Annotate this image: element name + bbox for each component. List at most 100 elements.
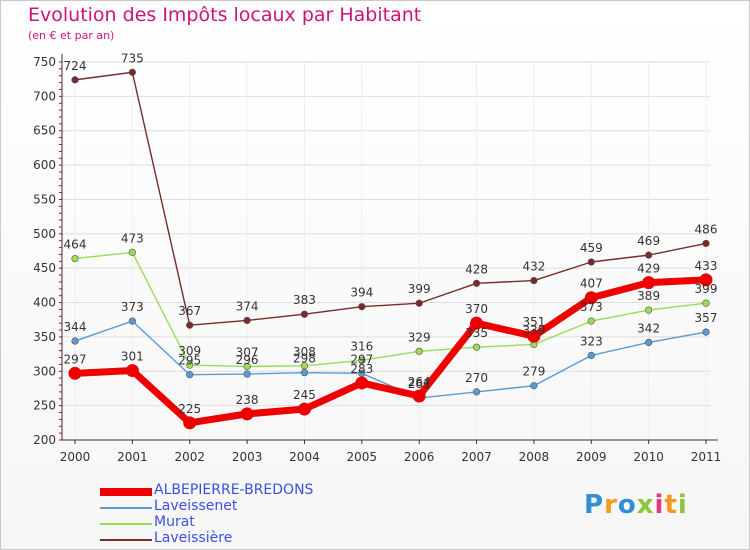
data-label: 225 xyxy=(178,402,201,416)
data-label: 735 xyxy=(121,51,144,65)
data-label: 308 xyxy=(293,345,316,359)
data-point xyxy=(645,338,653,347)
x-tick-label: 2000 xyxy=(60,450,91,464)
data-label: 394 xyxy=(350,286,373,300)
logo-letter: P xyxy=(584,490,605,520)
data-label: 339 xyxy=(522,323,545,337)
data-label: 296 xyxy=(236,353,259,367)
data-point xyxy=(183,416,197,430)
data-point xyxy=(702,239,710,248)
data-label: 279 xyxy=(522,365,545,379)
y-tick-label: 250 xyxy=(33,399,56,413)
x-tick-label: 2009 xyxy=(576,450,607,464)
data-label: 464 xyxy=(64,238,87,252)
data-point xyxy=(128,68,136,76)
data-point xyxy=(472,279,481,287)
series-line xyxy=(74,320,707,399)
data-point xyxy=(702,299,710,307)
logo-letter: o xyxy=(617,490,637,520)
x-tick-label: 2008 xyxy=(519,450,550,464)
y-tick-label: 650 xyxy=(33,124,56,138)
series-line xyxy=(74,251,707,368)
data-label: 264 xyxy=(408,375,431,389)
data-label: 309 xyxy=(178,344,201,358)
data-point xyxy=(71,337,79,345)
data-point xyxy=(243,370,251,378)
data-label: 261 xyxy=(408,377,431,391)
logo-letter: x xyxy=(636,490,655,520)
logo-letter: r xyxy=(604,490,618,520)
data-label: 307 xyxy=(236,345,259,359)
data-label: 373 xyxy=(580,300,603,314)
data-label: 342 xyxy=(637,321,660,335)
data-point xyxy=(530,276,538,285)
data-label: 459 xyxy=(580,241,603,255)
data-point xyxy=(240,407,254,421)
data-label: 399 xyxy=(408,282,431,296)
data-point xyxy=(243,362,251,371)
x-tick-label: 2011 xyxy=(691,450,722,464)
data-point xyxy=(125,364,139,378)
logo-letter: i xyxy=(677,490,688,520)
data-label: 469 xyxy=(637,234,660,248)
data-label: 433 xyxy=(695,259,718,273)
x-tick-label: 2004 xyxy=(289,450,320,464)
chart-subtitle: (en € et par an) xyxy=(28,29,115,42)
data-label: 473 xyxy=(121,231,144,245)
data-label: 370 xyxy=(465,302,488,316)
data-point xyxy=(472,343,481,351)
data-point xyxy=(128,248,136,256)
data-label: 323 xyxy=(580,334,603,348)
proxiti-logo: Proxiti xyxy=(584,490,688,520)
data-point xyxy=(358,356,366,364)
legend-label: Laveissenet xyxy=(154,498,238,514)
data-point xyxy=(243,316,251,325)
data-label: 383 xyxy=(293,293,316,307)
data-point xyxy=(415,299,423,307)
data-point xyxy=(300,310,309,318)
data-label: 344 xyxy=(64,320,87,334)
data-point xyxy=(645,306,653,314)
chart-title: Evolution des Impôts locaux par Habitant xyxy=(28,4,422,26)
data-point xyxy=(412,389,426,403)
x-tick-label: 2010 xyxy=(633,450,664,464)
data-label: 245 xyxy=(293,388,316,402)
data-label: 374 xyxy=(236,299,259,313)
data-label: 301 xyxy=(121,350,144,364)
data-point xyxy=(186,371,194,379)
y-tick-label: 500 xyxy=(33,227,56,241)
data-label: 724 xyxy=(64,59,87,73)
legend-label: Murat xyxy=(154,514,195,530)
legend-swatch xyxy=(100,488,152,496)
y-tick-label: 200 xyxy=(33,433,56,447)
data-label: 367 xyxy=(178,304,201,318)
logo-letter: i xyxy=(654,490,665,520)
data-label: 357 xyxy=(695,311,718,325)
data-point xyxy=(186,361,194,369)
x-tick-label: 2002 xyxy=(174,450,205,464)
data-point xyxy=(297,402,311,416)
data-label: 329 xyxy=(408,330,431,344)
y-tick-label: 700 xyxy=(33,89,56,103)
data-label: 298 xyxy=(293,352,316,366)
data-point xyxy=(71,254,79,263)
series-line xyxy=(74,276,707,427)
legend-label: Laveissière xyxy=(154,530,233,546)
x-tick-label: 2006 xyxy=(404,450,435,464)
data-label: 389 xyxy=(637,289,660,303)
data-label: 399 xyxy=(695,282,718,296)
data-label: 351 xyxy=(522,315,545,329)
data-point xyxy=(300,369,309,377)
data-point xyxy=(587,351,595,360)
x-tick-label: 2001 xyxy=(117,450,148,464)
logo-letter: t xyxy=(664,490,678,520)
y-tick-label: 550 xyxy=(33,192,56,206)
y-tick-label: 300 xyxy=(33,364,56,378)
data-point xyxy=(642,276,656,290)
x-tick-label: 2007 xyxy=(461,450,492,464)
x-tick-label: 2003 xyxy=(232,450,263,464)
data-point xyxy=(530,382,538,390)
data-label: 316 xyxy=(350,339,373,353)
data-point xyxy=(699,273,713,287)
